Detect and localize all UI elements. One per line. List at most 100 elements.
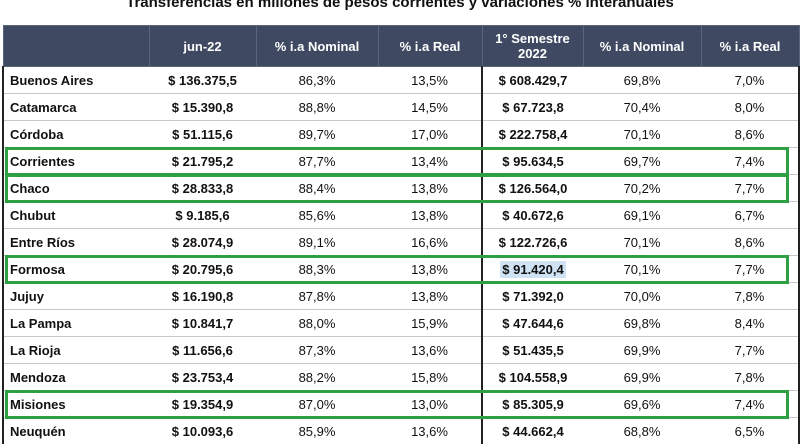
nominal-semester-cell: 69,8% — [583, 66, 701, 94]
semester-cell: $ 104.558,9 — [481, 363, 583, 391]
transfers-table: jun-22 % i.a Nominal % i.a Real 1° Semes… — [2, 25, 800, 444]
real-month-cell: 13,8% — [378, 201, 482, 229]
province-cell: Buenos Aires — [2, 66, 149, 94]
jun22-cell: $ 21.795,2 — [149, 147, 256, 175]
jun22-cell: $ 16.190,8 — [149, 282, 256, 310]
table-row: Misiones $ 19.354,9 87,0% 13,0% $ 85.305,9 69… — [2, 390, 800, 418]
nominal-semester-cell: 70,4% — [583, 93, 701, 121]
real-month-cell: 13,6% — [378, 336, 482, 364]
real-semester-cell: 6,7% — [701, 201, 800, 229]
table-row: La Rioja $ 11.656,6 87,3% 13,6% $ 51.435,5 69… — [2, 336, 800, 364]
province-cell: Misiones — [2, 390, 149, 418]
header-nominal-month: % i.a Nominal — [255, 25, 379, 67]
semester-cell: $ 47.644,6 — [481, 309, 583, 337]
nominal-month-cell: 89,1% — [256, 228, 378, 256]
real-month-cell: 16,6% — [378, 228, 482, 256]
semester-cell: $ 71.392,0 — [481, 282, 583, 310]
nominal-semester-cell: 69,9% — [583, 363, 701, 391]
semester-cell: $ 67.723,8 — [481, 93, 583, 121]
table-row: Corrientes $ 21.795,2 87,7% 13,4% $ 95.634,5… — [2, 147, 800, 175]
real-month-cell: 13,8% — [378, 255, 482, 283]
nominal-month-cell: 86,3% — [256, 66, 378, 94]
semester-cell: $ 91.420,4 — [481, 255, 583, 283]
nominal-month-cell: 87,8% — [256, 282, 378, 310]
jun22-cell: $ 11.656,6 — [149, 336, 256, 364]
real-semester-cell: 6,5% — [701, 417, 800, 444]
table-title: Transferencias en millones de pesos corr… — [126, 0, 674, 11]
real-month-cell: 13,8% — [378, 174, 482, 202]
semester-cell: $ 95.634,5 — [481, 147, 583, 175]
table-row: Chaco $ 28.833,8 88,4% 13,8% $ 126.564,0 70,2… — [2, 174, 800, 202]
nominal-semester-cell: 69,7% — [583, 147, 701, 175]
nominal-month-cell: 88,3% — [256, 255, 378, 283]
nominal-semester-cell: 70,2% — [583, 174, 701, 202]
semester-cell: $ 85.305,9 — [481, 390, 583, 418]
nominal-month-cell: 87,7% — [256, 147, 378, 175]
nominal-month-cell: 89,7% — [256, 120, 378, 148]
real-semester-cell: 8,0% — [701, 93, 800, 121]
real-month-cell: 13,8% — [378, 282, 482, 310]
nominal-semester-cell: 69,9% — [583, 336, 701, 364]
nominal-semester-cell: 70,0% — [583, 282, 701, 310]
nominal-month-cell: 87,0% — [256, 390, 378, 418]
header-nominal-semester: % i.a Nominal — [582, 25, 702, 67]
province-cell: Chubut — [2, 201, 149, 229]
province-cell: Mendoza — [2, 363, 149, 391]
real-semester-cell: 7,7% — [701, 255, 800, 283]
nominal-semester-cell: 70,1% — [583, 120, 701, 148]
real-month-cell: 13,5% — [378, 66, 482, 94]
province-cell: Entre Ríos — [2, 228, 149, 256]
province-cell: Catamarca — [2, 93, 149, 121]
nominal-month-cell: 88,0% — [256, 309, 378, 337]
semester-cell: $ 222.758,4 — [481, 120, 583, 148]
table-row: Jujuy $ 16.190,8 87,8% 13,8% $ 71.392,0 70,0%… — [2, 282, 800, 310]
header-real-month: % i.a Real — [377, 25, 483, 67]
real-month-cell: 15,8% — [378, 363, 482, 391]
jun22-cell: $ 20.795,6 — [149, 255, 256, 283]
jun22-cell: $ 51.115,6 — [149, 120, 256, 148]
table-row: Buenos Aires $ 136.375,5 86,3% 13,5% $ 608.4… — [2, 66, 800, 94]
jun22-cell: $ 9.185,6 — [149, 201, 256, 229]
real-semester-cell: 8,6% — [701, 120, 800, 148]
jun22-cell: $ 15.390,8 — [149, 93, 256, 121]
header-row: jun-22 % i.a Nominal % i.a Real 1° Semes… — [2, 25, 800, 67]
jun22-cell: $ 23.753,4 — [149, 363, 256, 391]
province-cell: Formosa — [2, 255, 149, 283]
nominal-semester-cell: 69,6% — [583, 390, 701, 418]
table-row: Mendoza $ 23.753,4 88,2% 15,8% $ 104.558,9 69… — [2, 363, 800, 391]
real-semester-cell: 7,7% — [701, 174, 800, 202]
real-semester-cell: 7,8% — [701, 282, 800, 310]
real-month-cell: 13,4% — [378, 147, 482, 175]
semester-cell: $ 44.662,4 — [481, 417, 583, 444]
semester-cell: $ 40.672,6 — [481, 201, 583, 229]
jun22-cell: $ 28.833,8 — [149, 174, 256, 202]
semester-cell: $ 122.726,6 — [481, 228, 583, 256]
province-cell: La Rioja — [2, 336, 149, 364]
semester-cell: $ 608.429,7 — [481, 66, 583, 94]
nominal-month-cell: 87,3% — [256, 336, 378, 364]
province-cell: Córdoba — [2, 120, 149, 148]
nominal-semester-cell: 69,1% — [583, 201, 701, 229]
nominal-month-cell: 88,2% — [256, 363, 378, 391]
real-month-cell: 17,0% — [378, 120, 482, 148]
real-month-cell: 14,5% — [378, 93, 482, 121]
header-real-semester: % i.a Real — [700, 25, 800, 67]
province-cell: La Pampa — [2, 309, 149, 337]
nominal-semester-cell: 70,1% — [583, 228, 701, 256]
table-row: Entre Ríos $ 28.074,9 89,1% 16,6% $ 122.726,… — [2, 228, 800, 256]
header-jun22: jun-22 — [148, 25, 257, 67]
province-cell: Jujuy — [2, 282, 149, 310]
table-row: Catamarca $ 15.390,8 88,8% 14,5% $ 67.723,8 7… — [2, 93, 800, 121]
real-semester-cell: 8,6% — [701, 228, 800, 256]
real-semester-cell: 8,4% — [701, 309, 800, 337]
table-row: Formosa $ 20.795,6 88,3% 13,8% $ 91.420,4 70,… — [2, 255, 800, 283]
table-row: Córdoba $ 51.115,6 89,7% 17,0% $ 222.758,4 70… — [2, 120, 800, 148]
province-cell: Corrientes — [2, 147, 149, 175]
semester-cell: $ 51.435,5 — [481, 336, 583, 364]
real-month-cell: 13,6% — [378, 417, 482, 444]
real-month-cell: 15,9% — [378, 309, 482, 337]
real-semester-cell: 7,4% — [701, 147, 800, 175]
table-row: Chubut $ 9.185,6 85,6% 13,8% $ 40.672,6 69,1%… — [2, 201, 800, 229]
real-semester-cell: 7,8% — [701, 363, 800, 391]
nominal-semester-cell: 70,1% — [583, 255, 701, 283]
